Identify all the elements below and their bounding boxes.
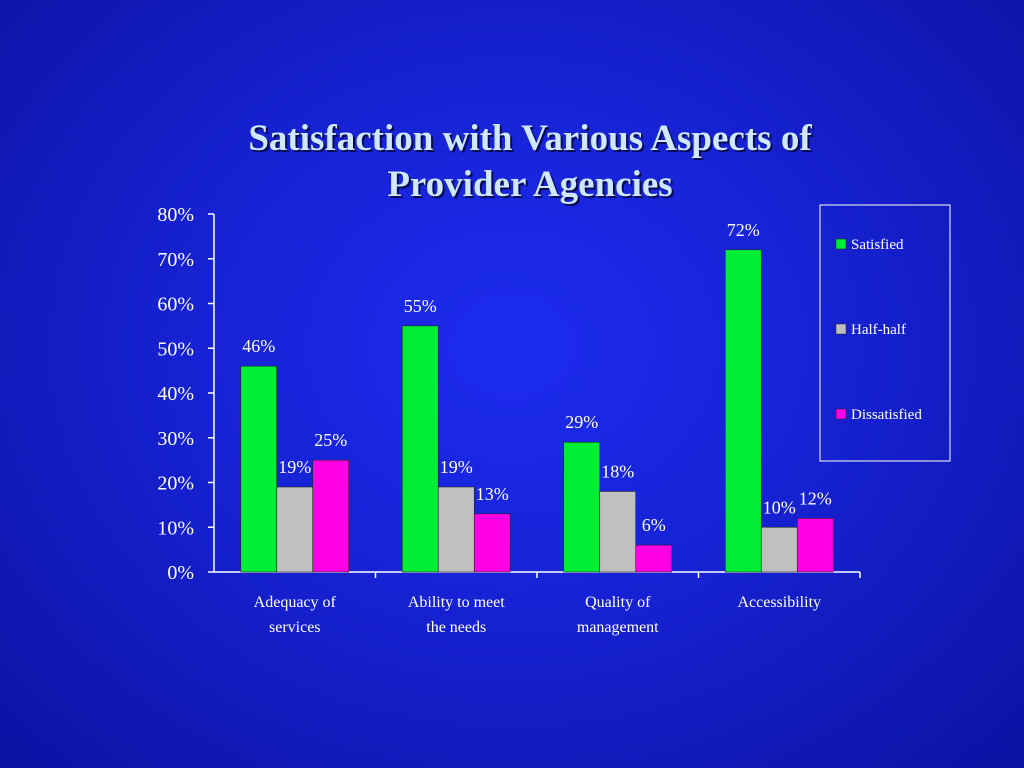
chart-title-line-2: Provider Agencies [387, 164, 673, 205]
bar-satisfied [563, 441, 601, 573]
legend-label: Satisfied [851, 237, 904, 253]
bar-half-half [599, 491, 637, 573]
x-category-label: Adequacy of [254, 594, 337, 611]
x-category-label: Accessibility [737, 594, 821, 611]
legend-swatch [835, 238, 847, 250]
data-label: 19% [440, 457, 473, 477]
y-tick-label: 10% [157, 517, 194, 539]
data-label: 13% [476, 484, 509, 504]
x-category-label: services [269, 619, 321, 636]
bar-satisfied [240, 365, 278, 573]
y-tick-label: 80% [157, 204, 194, 226]
data-label: 18% [601, 461, 634, 481]
bar-dissatisfied [312, 459, 350, 573]
bar-half-half [276, 486, 314, 573]
x-category-label: Ability to meet [408, 594, 505, 611]
y-tick-label: 40% [157, 383, 194, 405]
bar-half-half [760, 526, 798, 573]
bar-dissatisfied [796, 517, 834, 573]
data-label: 72% [727, 220, 760, 240]
bar-satisfied [724, 249, 762, 573]
x-category-label: management [577, 619, 659, 636]
legend-swatch [835, 408, 847, 420]
legend-label: Dissatisfied [851, 407, 922, 423]
y-tick-label: 60% [157, 294, 194, 316]
data-label: 12% [799, 488, 832, 508]
data-label: 19% [278, 457, 311, 477]
chart-title: Satisfaction with Various Aspects of Pro… [130, 116, 930, 208]
data-label: 29% [565, 412, 598, 432]
x-category-label: Quality of [585, 594, 651, 611]
data-label: 46% [242, 336, 275, 356]
data-label: 25% [314, 430, 347, 450]
legend-label: Half-half [851, 322, 906, 338]
chart-title-line-1: Satisfaction with Various Aspects of [248, 118, 812, 159]
y-tick-label: 20% [157, 473, 194, 495]
bar-satisfied [401, 325, 439, 573]
y-tick-label: 50% [157, 338, 194, 360]
bar-dissatisfied [473, 513, 511, 573]
bar-dissatisfied [635, 544, 673, 573]
y-tick-label: 30% [157, 428, 194, 450]
y-tick-label: 0% [167, 562, 194, 584]
legend-box [819, 204, 951, 462]
data-label: 55% [404, 296, 437, 316]
legend-swatch [835, 323, 847, 335]
data-label: 6% [642, 515, 666, 535]
y-tick-label: 70% [157, 249, 194, 271]
bar-half-half [437, 486, 475, 573]
x-category-label: the needs [426, 619, 486, 636]
data-label: 10% [763, 497, 796, 517]
